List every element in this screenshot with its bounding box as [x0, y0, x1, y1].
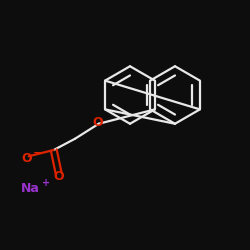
Text: Na: Na — [20, 182, 40, 195]
Text: +: + — [42, 178, 50, 188]
Text: −: − — [33, 148, 42, 158]
Text: O: O — [92, 116, 103, 129]
Text: O: O — [54, 170, 64, 183]
Text: O: O — [21, 152, 32, 165]
